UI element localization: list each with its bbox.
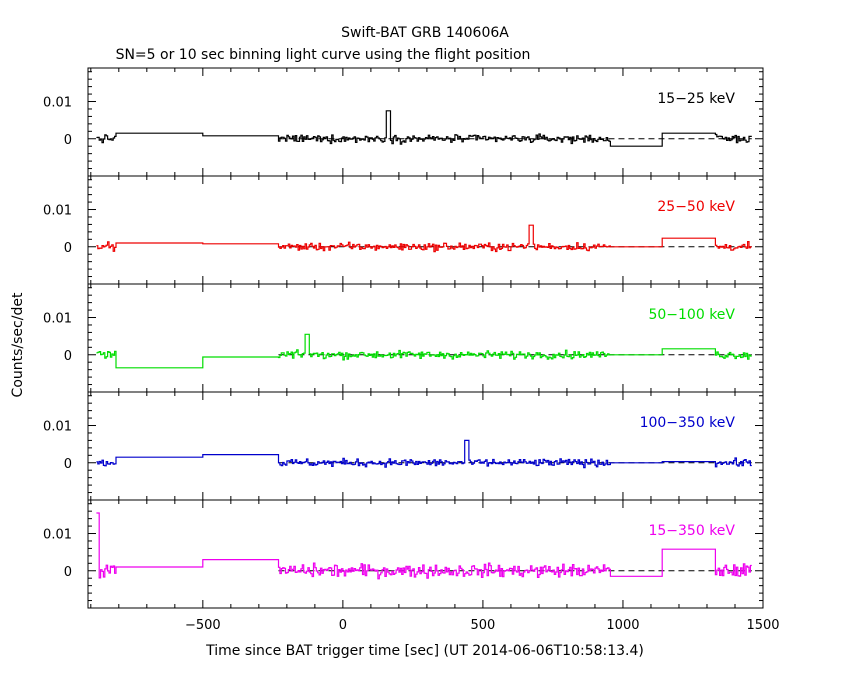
- x-tick-label: 1500: [746, 618, 779, 633]
- y-tick-label: 0.01: [43, 96, 72, 111]
- x-tick-label: 1000: [606, 618, 639, 633]
- x-axis-label: Time since BAT trigger time [sec] (UT 20…: [205, 643, 644, 659]
- panel-frame: [87, 391, 764, 501]
- chart-title: Swift-BAT GRB 140606A: [341, 25, 509, 41]
- panel-frame: [87, 67, 764, 177]
- panel-3: 0 0.01 50−100 keV: [43, 283, 764, 393]
- band-label: 15−25 keV: [657, 91, 735, 107]
- light-curve-series: [96, 333, 752, 369]
- panel-4: 0 0.01 100−350 keV: [43, 391, 764, 501]
- y-tick-label: 0: [64, 565, 72, 580]
- panel-5: 0 0.01 15−350 keV −500 0 500 1000 1500: [43, 499, 780, 633]
- y-tick-label: 0.01: [43, 312, 72, 327]
- light-curve-series: [96, 110, 752, 147]
- y-tick-label: 0.01: [43, 204, 72, 219]
- panels: 0 0.01 15−25 keV 0 0.01 25−50 keV 0 0.01 50−100 …: [43, 67, 780, 633]
- light-curve-series: [96, 439, 752, 469]
- x-tick-label: −500: [185, 618, 221, 633]
- panel-frame: [87, 283, 764, 393]
- y-axis-label: Counts/sec/det: [10, 292, 26, 397]
- band-label: 100−350 keV: [640, 415, 736, 431]
- band-label: 50−100 keV: [648, 307, 735, 323]
- y-tick-label: 0: [64, 457, 72, 472]
- y-tick-label: 0: [64, 349, 72, 364]
- y-tick-label: 0: [64, 241, 72, 256]
- x-tick-label: 0: [339, 618, 347, 633]
- band-label: 15−350 keV: [648, 523, 735, 539]
- x-tick-label: 500: [471, 618, 496, 633]
- band-label: 25−50 keV: [657, 199, 735, 215]
- light-curve-series: [96, 224, 752, 253]
- light-curve-series: [96, 512, 752, 580]
- chart-subtitle: SN=5 or 10 sec binning light curve using…: [116, 47, 531, 63]
- y-tick-label: 0.01: [43, 528, 72, 543]
- panel-frame: [87, 499, 764, 609]
- panel-frame: [87, 175, 764, 285]
- y-tick-label: 0.01: [43, 420, 72, 435]
- y-tick-label: 0: [64, 133, 72, 148]
- panel-2: 0 0.01 25−50 keV: [43, 175, 764, 285]
- panel-1: 0 0.01 15−25 keV: [43, 67, 764, 177]
